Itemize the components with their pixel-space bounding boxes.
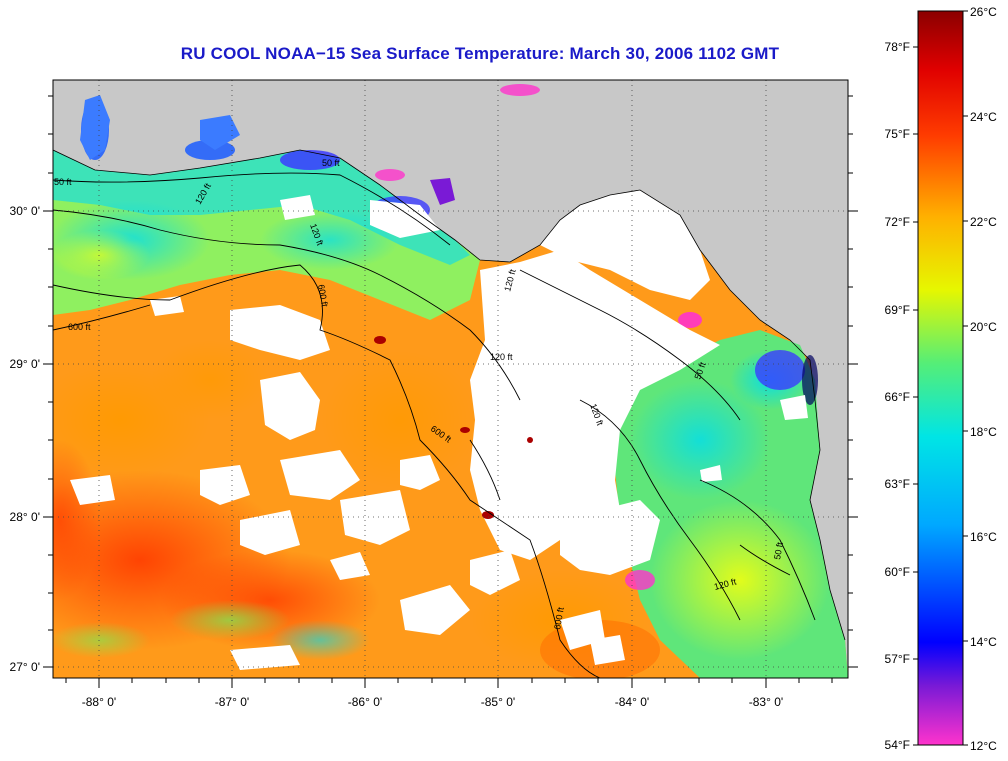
fahrenheit-label: 54°F bbox=[885, 738, 910, 752]
colorbar: 26°C 24°C 22°C 20°C 18°C 16°C 14°C 12°C … bbox=[885, 5, 998, 753]
fahrenheit-label: 63°F bbox=[885, 477, 910, 491]
fahrenheit-label: 69°F bbox=[885, 303, 910, 317]
fahrenheit-label: 66°F bbox=[885, 390, 910, 404]
celsius-label: 24°C bbox=[970, 110, 997, 124]
contour-label: 120 ft bbox=[490, 352, 513, 362]
contour-label: 50 ft bbox=[772, 541, 785, 560]
fahrenheit-label: 72°F bbox=[885, 215, 910, 229]
contour-label: 600 ft bbox=[316, 284, 330, 308]
contour-label: 600 ft bbox=[552, 606, 566, 630]
lon-tick-label: -87° 0' bbox=[215, 695, 249, 709]
axis-ticks bbox=[43, 95, 858, 688]
bathymetry-contours bbox=[53, 172, 816, 678]
map-frame bbox=[52, 79, 849, 679]
contour-label: 50 ft bbox=[54, 177, 72, 187]
fahrenheit-label: 75°F bbox=[885, 127, 910, 141]
lon-tick-label: -83° 0' bbox=[749, 695, 783, 709]
cloud-mask bbox=[70, 190, 808, 670]
contour-label: 50 ft bbox=[322, 158, 340, 168]
lat-tick-label: 28° 0' bbox=[10, 510, 40, 524]
celsius-label: 22°C bbox=[970, 215, 997, 229]
colorbar-gradient bbox=[917, 10, 964, 746]
lon-tick-label: -85° 0' bbox=[481, 695, 515, 709]
lat-tick-label: 27° 0' bbox=[10, 660, 40, 674]
coastline bbox=[53, 149, 846, 641]
coastal-cyan-band bbox=[53, 150, 470, 265]
lon-tick-label: -84° 0' bbox=[615, 695, 649, 709]
fahrenheit-label: 57°F bbox=[885, 652, 910, 666]
celsius-label: 16°C bbox=[970, 530, 997, 544]
celsius-label: 20°C bbox=[970, 320, 997, 334]
celsius-label: 26°C bbox=[970, 5, 997, 19]
celsius-label: 18°C bbox=[970, 425, 997, 439]
celsius-label: 12°C bbox=[970, 739, 997, 753]
lat-tick-label: 30° 0' bbox=[10, 204, 40, 218]
longitude-labels: -88° 0' -87° 0' -86° 0' -85° 0' -84° 0' … bbox=[82, 695, 783, 709]
contour-label: 600 ft bbox=[68, 322, 91, 332]
map-title: RU COOL NOAA−15 Sea Surface Temperature:… bbox=[180, 44, 780, 63]
map-panel: 50 ft 120 ft 600 ft 50 ft 120 ft 600 ft … bbox=[53, 80, 848, 678]
fahrenheit-label: 78°F bbox=[885, 40, 910, 54]
celsius-label: 14°C bbox=[970, 635, 997, 649]
lon-tick-label: -88° 0' bbox=[82, 695, 116, 709]
fahrenheit-label: 60°F bbox=[885, 565, 910, 579]
latitude-labels: 30° 0' 29° 0' 28° 0' 27° 0' bbox=[10, 204, 40, 674]
lon-tick-label: -86° 0' bbox=[348, 695, 382, 709]
lat-tick-label: 29° 0' bbox=[10, 357, 40, 371]
